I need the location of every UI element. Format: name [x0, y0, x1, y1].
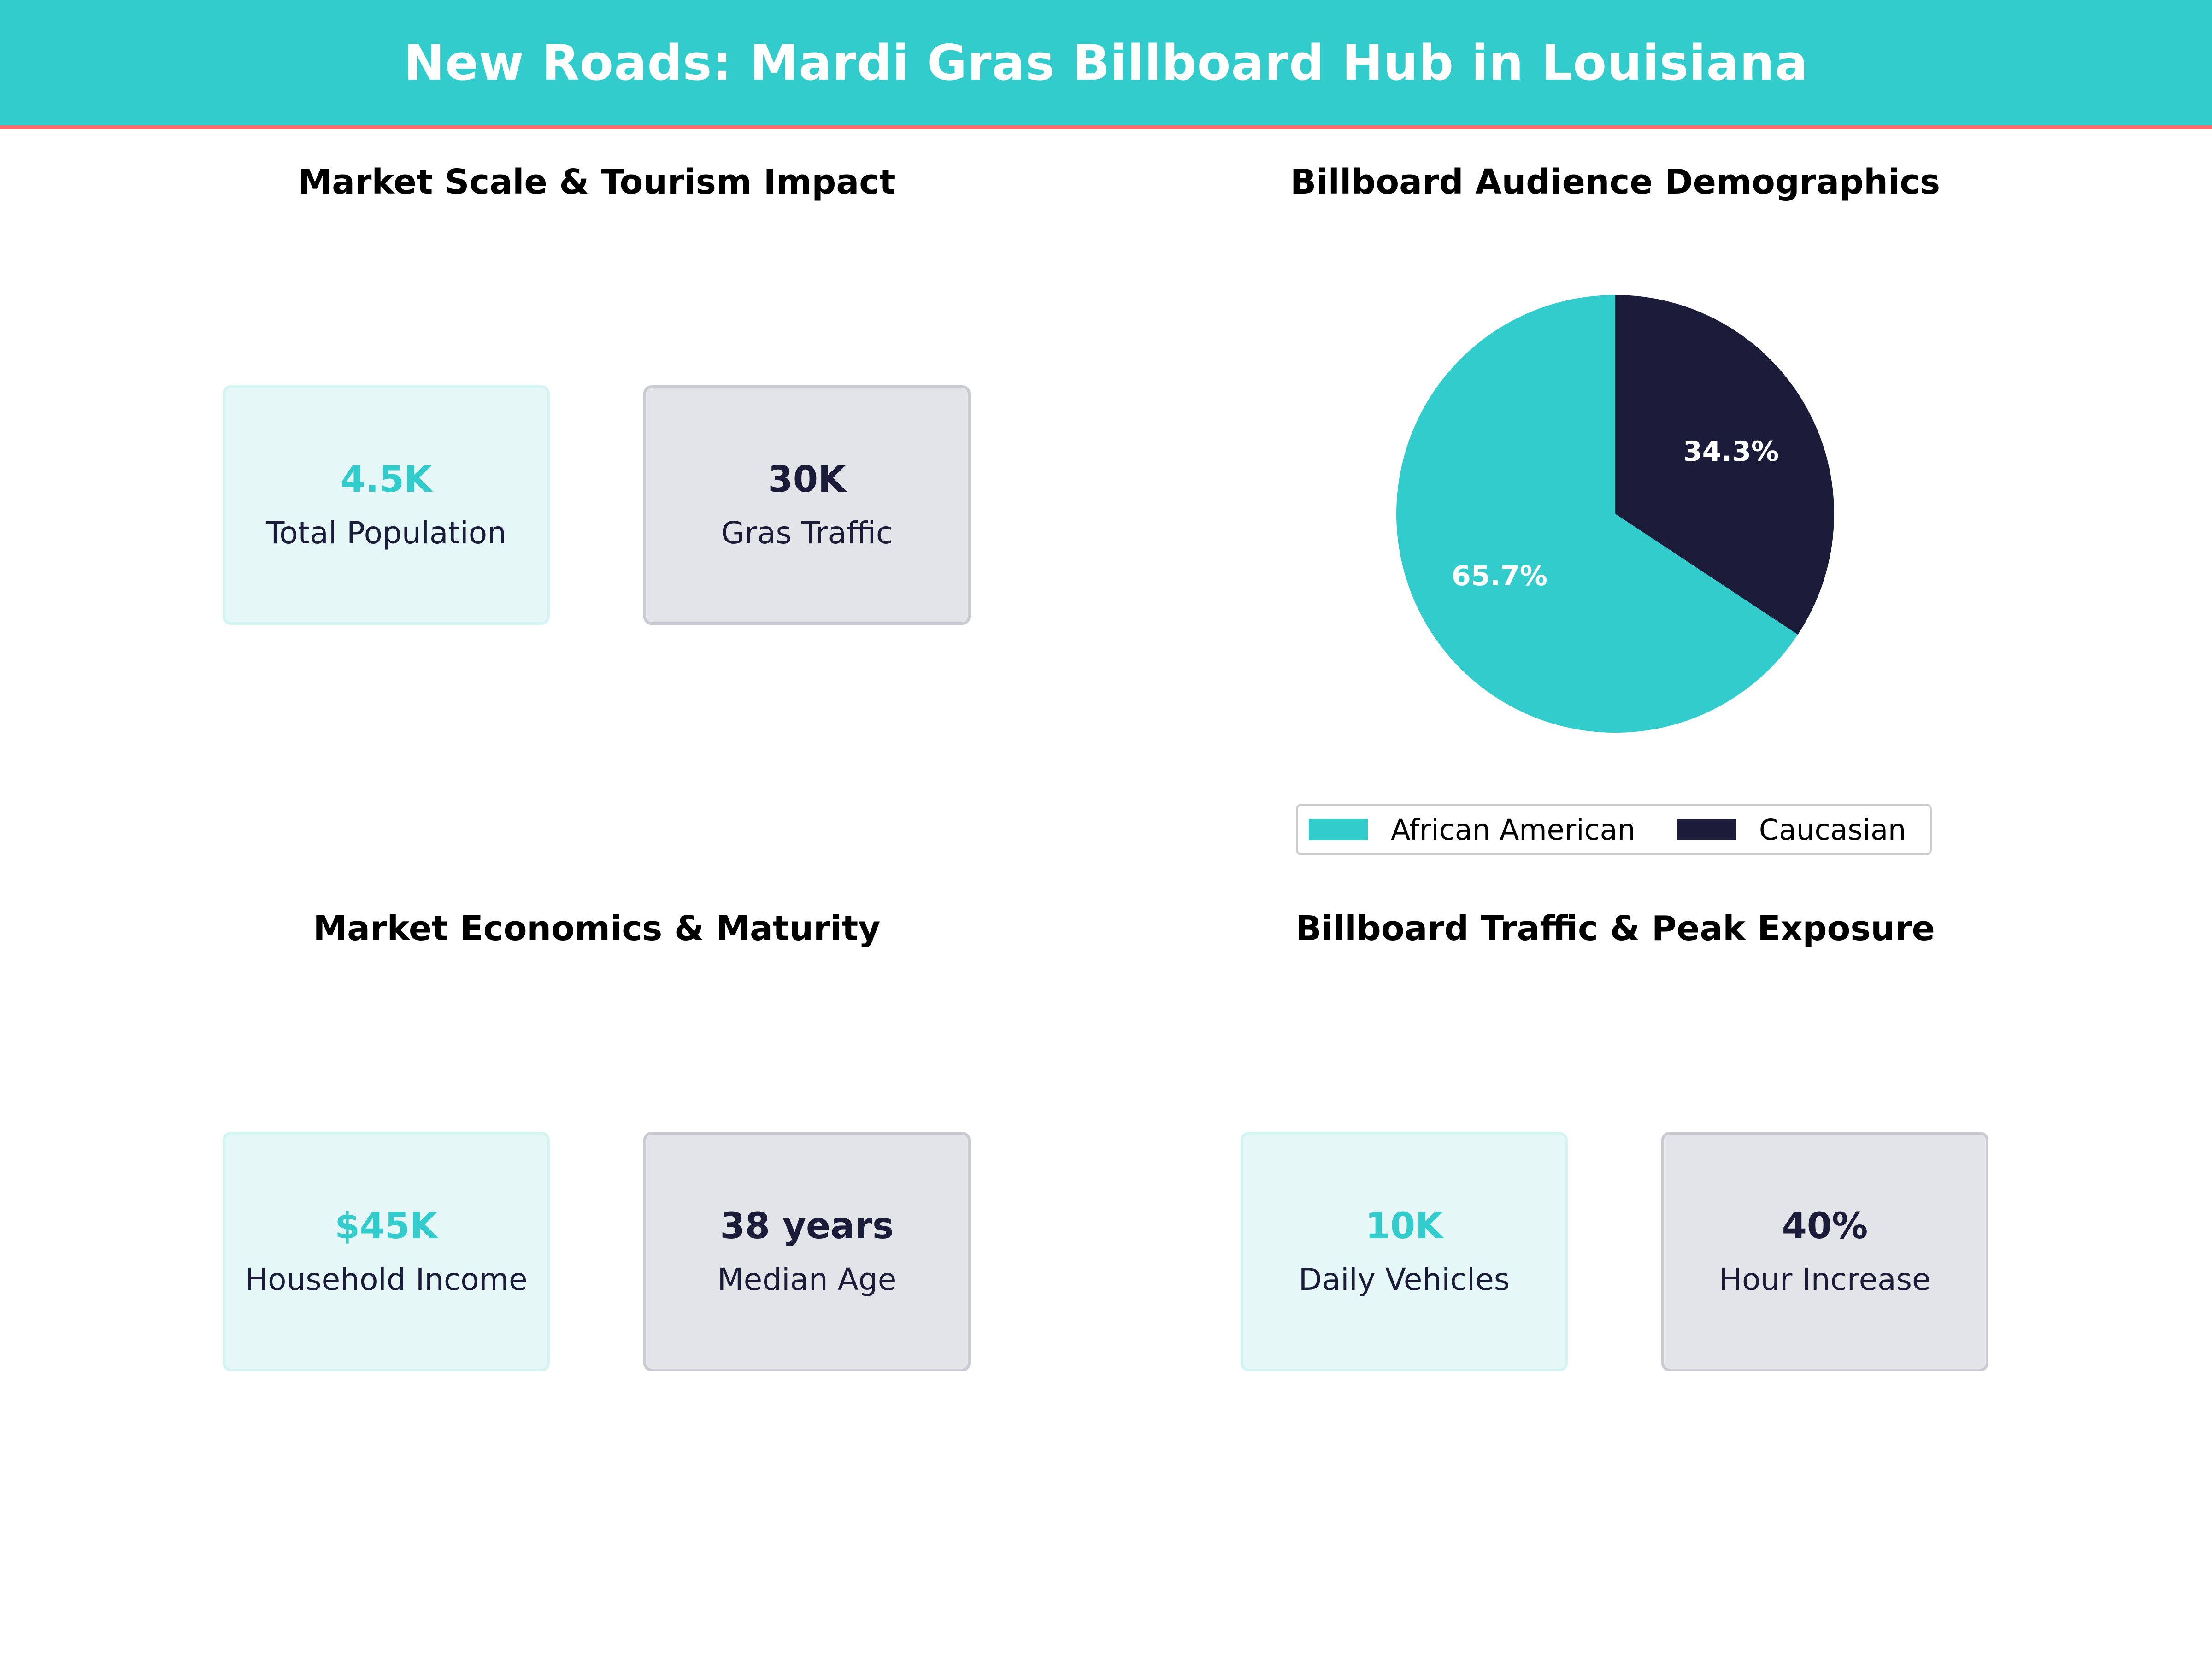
- kpi-value: 30K: [768, 459, 846, 500]
- kpi-label: Household Income: [245, 1262, 528, 1297]
- kpi-label: Hour Increase: [1719, 1262, 1931, 1297]
- kpi-card-median-age: 38 years Median Age: [643, 1132, 971, 1371]
- legend-item-caucasian: Caucasian: [1677, 813, 1906, 847]
- kpi-card-household-income: $45K Household Income: [223, 1132, 550, 1371]
- kpi-label: Daily Vehicles: [1298, 1262, 1510, 1297]
- legend-label: African American: [1391, 812, 1635, 847]
- kpi-card-total-population: 4.5K Total Population: [223, 385, 550, 625]
- legend-item-african-american: African American: [1309, 813, 1635, 847]
- legend-swatch: [1677, 819, 1736, 840]
- demographics-title: Billboard Audience Demographics: [1290, 162, 1941, 202]
- pie-legend: African American Caucasian: [1296, 804, 1932, 855]
- kpi-label: Median Age: [717, 1262, 897, 1297]
- demographics-pie-chart: 65.7% 34.3%: [1396, 295, 1834, 733]
- kpi-value: $45K: [335, 1206, 438, 1247]
- kpi-label: Gras Traffic: [721, 515, 893, 551]
- pie-slice-label: 34.3%: [1683, 435, 1779, 468]
- economics-title: Market Economics & Maturity: [313, 909, 881, 948]
- market-scale-title: Market Scale & Tourism Impact: [298, 162, 896, 202]
- page-title: New Roads: Mardi Gras Billboard Hub in L…: [404, 34, 1808, 91]
- traffic-title: Billboard Traffic & Peak Exposure: [1295, 909, 1935, 948]
- header-banner: New Roads: Mardi Gras Billboard Hub in L…: [0, 0, 2212, 129]
- kpi-value: 4.5K: [340, 459, 432, 500]
- kpi-card-gras-traffic: 30K Gras Traffic: [643, 385, 971, 625]
- kpi-value: 40%: [1782, 1206, 1868, 1247]
- legend-label: Caucasian: [1759, 812, 1906, 847]
- kpi-label: Total Population: [266, 515, 506, 551]
- pie-slice-label: 65.7%: [1452, 560, 1547, 592]
- kpi-card-hour-increase: 40% Hour Increase: [1661, 1132, 1988, 1371]
- kpi-value: 10K: [1365, 1206, 1443, 1247]
- pie-slice-caucasian: [1615, 295, 1834, 635]
- kpi-value: 38 years: [720, 1206, 894, 1247]
- pie-slice-african-american: [1396, 295, 1798, 733]
- legend-swatch: [1309, 819, 1368, 840]
- kpi-card-daily-vehicles: 10K Daily Vehicles: [1241, 1132, 1568, 1371]
